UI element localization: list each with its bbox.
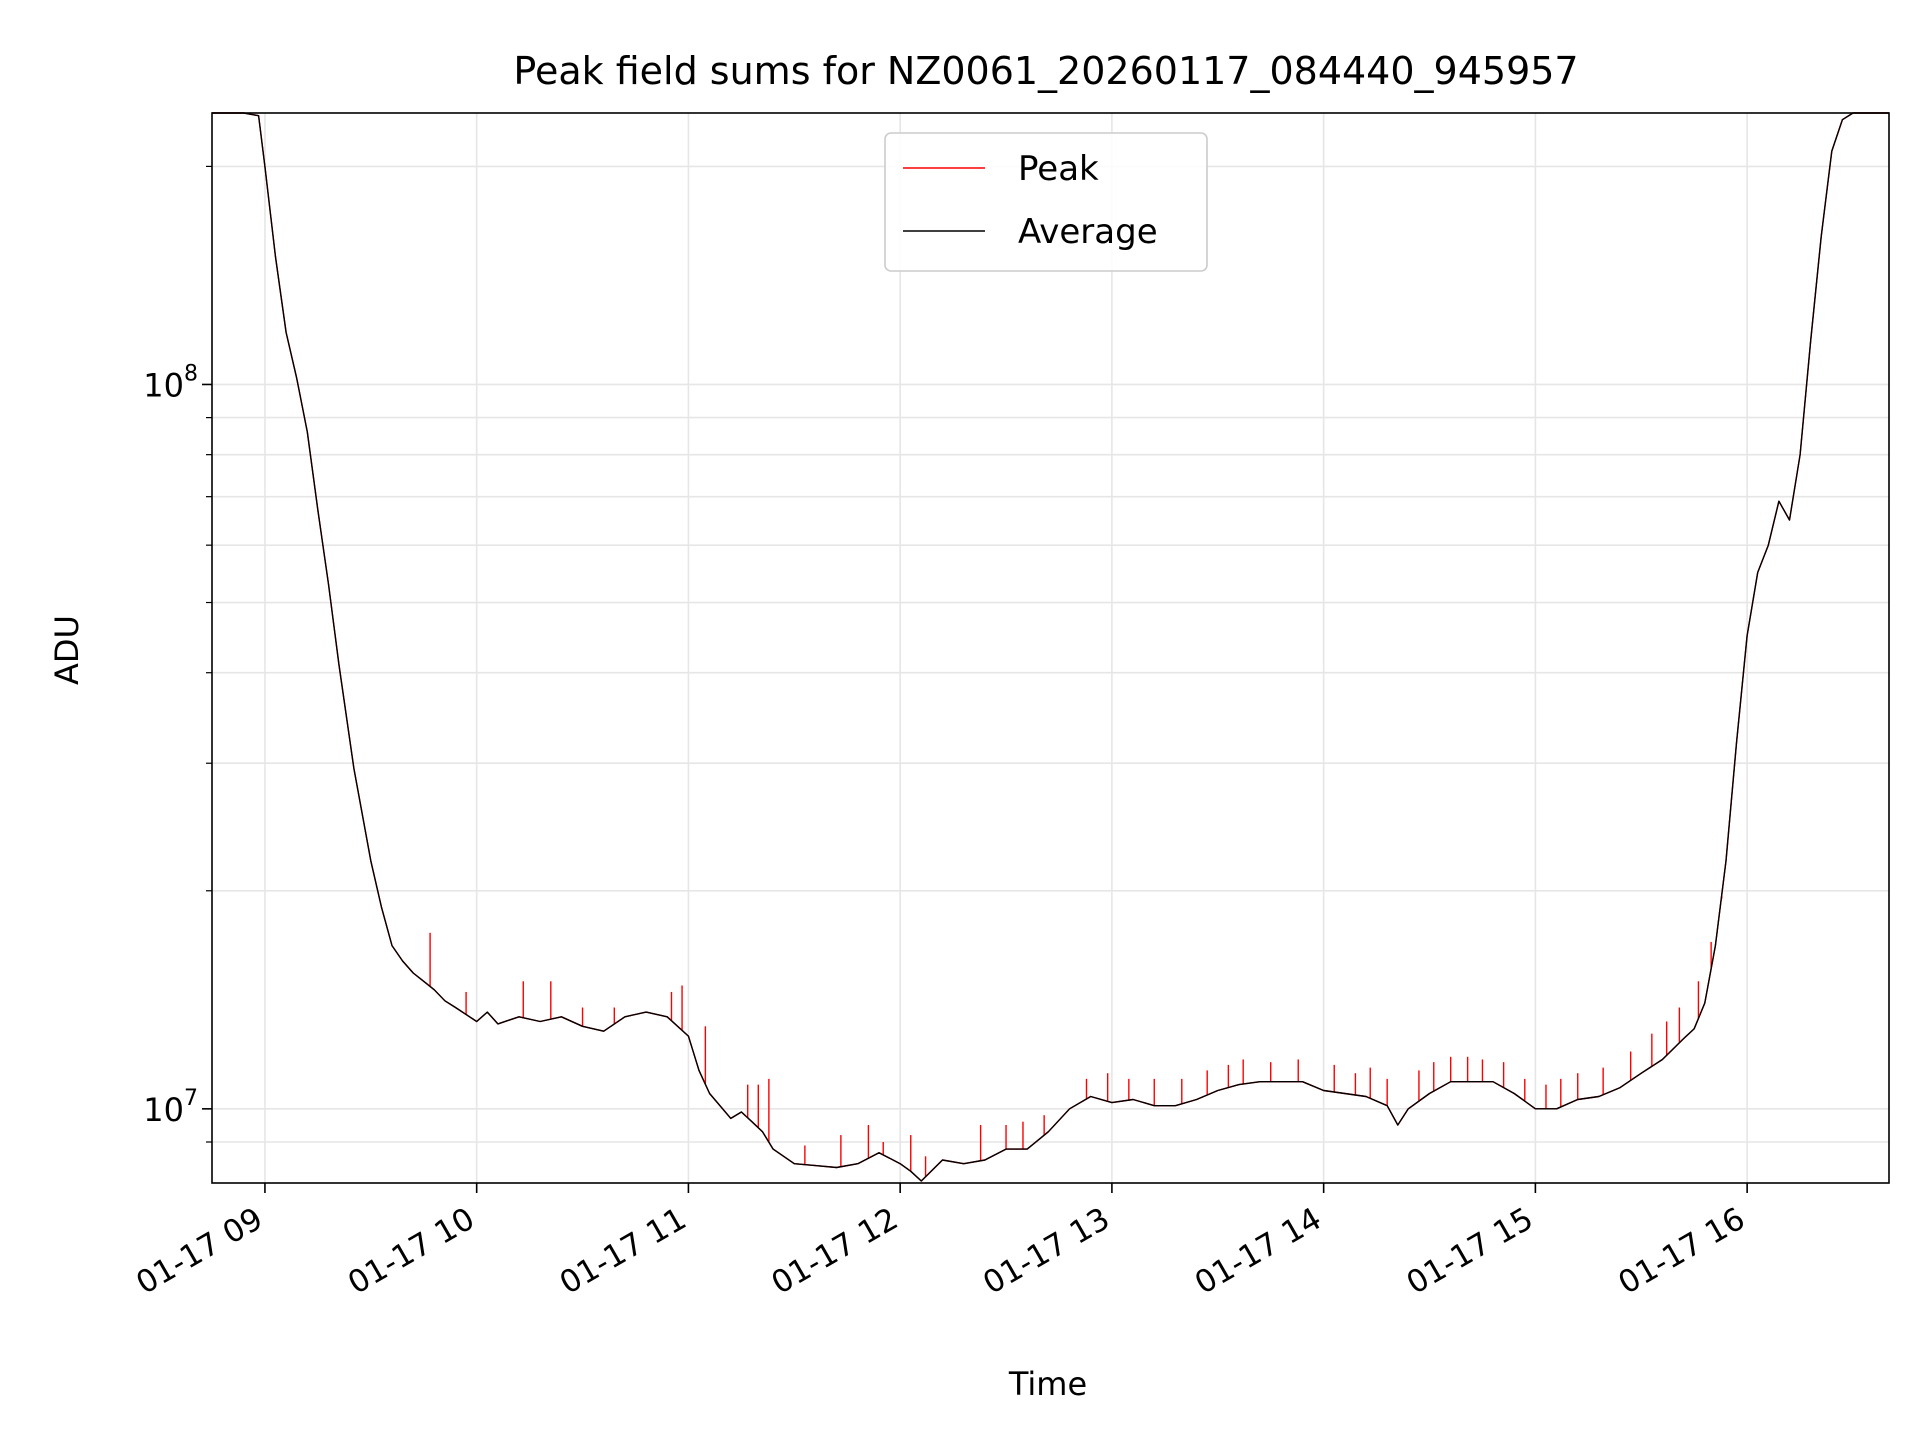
y-tick-label-exponent-0: 7 — [184, 1086, 198, 1111]
y-tick-label-0: 10 — [143, 1091, 184, 1129]
plot-area — [212, 113, 1889, 1183]
chart-title: Peak field sums for NZ0061_20260117_0844… — [513, 49, 1578, 93]
legend: Peak Average — [884, 132, 1208, 272]
y-tick-label-exponent-1: 8 — [184, 361, 198, 386]
legend-average-label: Average — [1018, 212, 1158, 252]
legend-peak-label: Peak — [1018, 149, 1099, 189]
y-axis-label: ADU — [48, 615, 86, 685]
average-series-line — [212, 112, 1889, 1182]
x-axis-label: Time — [1008, 1365, 1087, 1403]
grid — [212, 113, 1889, 1183]
series-layer — [212, 112, 1889, 1182]
plot-frame — [211, 112, 1890, 1184]
y-tick-label-1: 10 — [143, 366, 184, 404]
